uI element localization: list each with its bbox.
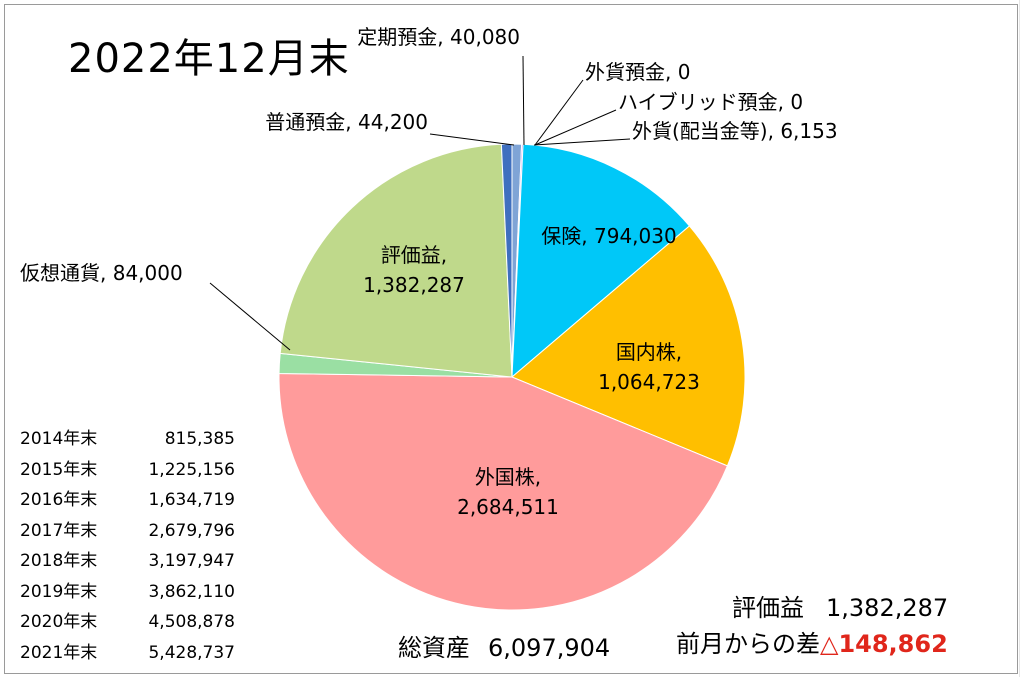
history-year: 2014年末: [20, 429, 98, 449]
history-value: 3,862,110: [148, 581, 235, 602]
leader-line: [533, 138, 631, 146]
gain-label: 評価益: [732, 594, 804, 622]
history-value: 815,385: [164, 429, 235, 449]
history-value: 2,679,796: [148, 520, 235, 541]
slice-label: 定期預金, 40,080: [357, 25, 520, 49]
slice-label: 外国株, 2,684,511: [457, 465, 559, 519]
history-value: 4,508,878: [148, 612, 235, 632]
slice-label: 評価益, 1,382,287: [363, 243, 465, 297]
diff-value: △148,862: [820, 630, 948, 658]
slice-label: 国内株, 1,064,723: [598, 340, 700, 394]
slice-label: 外貨預金, 0: [585, 60, 690, 84]
history-row: 2021年末 5,428,737: [20, 638, 235, 669]
leader-line: [209, 282, 291, 351]
gain-summary: 評価益 1,382,287: [732, 588, 948, 623]
history-year: 2020年末: [20, 612, 98, 632]
slice-4: [511, 143, 691, 379]
leader-line: [534, 79, 584, 146]
slice-label: 仮想通貨, 84,000: [20, 261, 183, 285]
history-value: 1,634,719: [148, 490, 235, 510]
gain-value: 1,382,287: [826, 594, 949, 622]
history-row: 2018年末 3,197,947: [20, 546, 235, 577]
history-row: 2017年末 2,679,796: [20, 516, 235, 547]
history-row: 2019年末 3,862,110: [20, 577, 235, 608]
history-value: 5,428,737: [148, 642, 235, 663]
slice-label: 保険, 794,030: [541, 224, 676, 248]
diff-label: 前月からの差: [676, 630, 820, 658]
total-summary: 総資産 6,097,904: [398, 628, 610, 663]
chart-title: 2022年12月末: [68, 36, 350, 82]
history-row: 2015年末 1,225,156: [20, 455, 235, 486]
slice-8: [279, 143, 513, 378]
leader-line: [534, 109, 617, 146]
slice-6: [278, 373, 729, 611]
history-row: 2016年末 1,634,719: [20, 485, 235, 516]
history-row: 2014年末 815,385: [20, 424, 235, 455]
leader-line: [429, 133, 515, 146]
history-year: 2016年末: [20, 490, 98, 510]
sheet-gridline: [1019, 0, 1020, 677]
history-year: 2021年末: [20, 642, 98, 663]
history-year: 2019年末: [20, 581, 98, 602]
history-value: 3,197,947: [148, 551, 235, 571]
total-label: 総資産: [398, 634, 470, 662]
history-year: 2018年末: [20, 551, 98, 571]
diff-summary: 前月からの差△148,862: [676, 624, 948, 659]
total-value: 6,097,904: [488, 634, 611, 662]
leader-line: [522, 55, 525, 146]
slice-5: [511, 225, 746, 467]
slice-label: ハイブリッド預金, 0: [618, 90, 803, 114]
history-table: 2014年末 815,385 2015年末 1,225,156 2016年末 1,63…: [20, 424, 235, 668]
slice-label: 普通預金, 44,200: [265, 110, 428, 134]
history-year: 2017年末: [20, 520, 98, 541]
history-year: 2015年末: [20, 459, 98, 480]
slice-label: 外貨(配当金等), 6,153: [632, 119, 838, 143]
history-row: 2020年末 4,508,878: [20, 607, 235, 638]
history-value: 1,225,156: [148, 459, 235, 480]
